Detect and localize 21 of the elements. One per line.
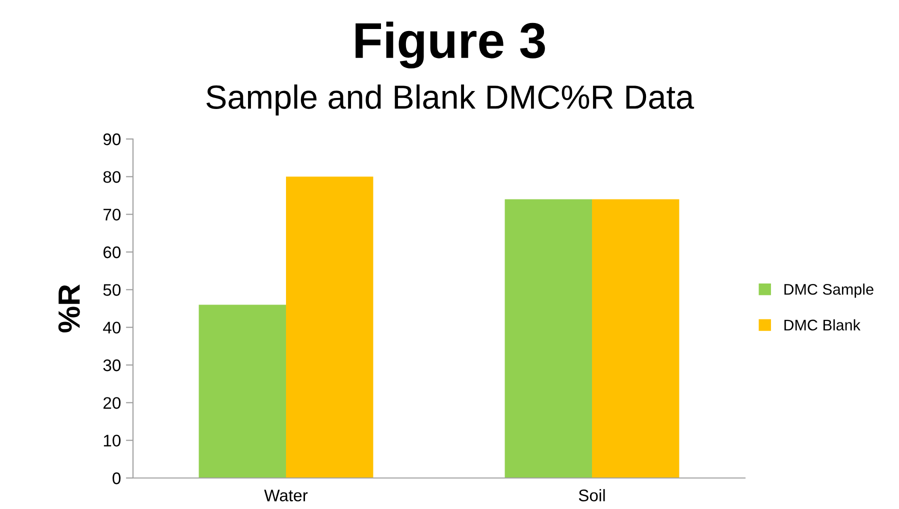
bar [592, 199, 680, 478]
legend-label: DMC Sample [784, 284, 874, 298]
x-tick-label: Water [264, 490, 308, 502]
y-tick-label: 10 [104, 434, 121, 447]
legend-label: DMC Blank [784, 319, 860, 330]
bar [198, 304, 286, 478]
y-tick-label: 90 [103, 133, 121, 146]
y-tick-label: 70 [104, 208, 121, 221]
bar [286, 176, 374, 478]
y-tick-label: 40 [103, 322, 121, 334]
y-tick-label: 30 [103, 359, 121, 372]
y-tick-label: 50 [103, 284, 121, 296]
y-tick-label: 60 [104, 246, 121, 258]
bar [504, 199, 592, 478]
y-tick-label: 80 [103, 171, 121, 183]
y-tick-label: 20 [103, 397, 121, 409]
x-tick-label: Soil [578, 489, 605, 502]
chart-title: Figure 3 [356, 22, 545, 68]
y-axis-title: %R [58, 284, 80, 332]
chart-subtitle: Sample and Blank DMC%R Data [206, 84, 694, 116]
y-tick-label: 0 [112, 472, 121, 484]
